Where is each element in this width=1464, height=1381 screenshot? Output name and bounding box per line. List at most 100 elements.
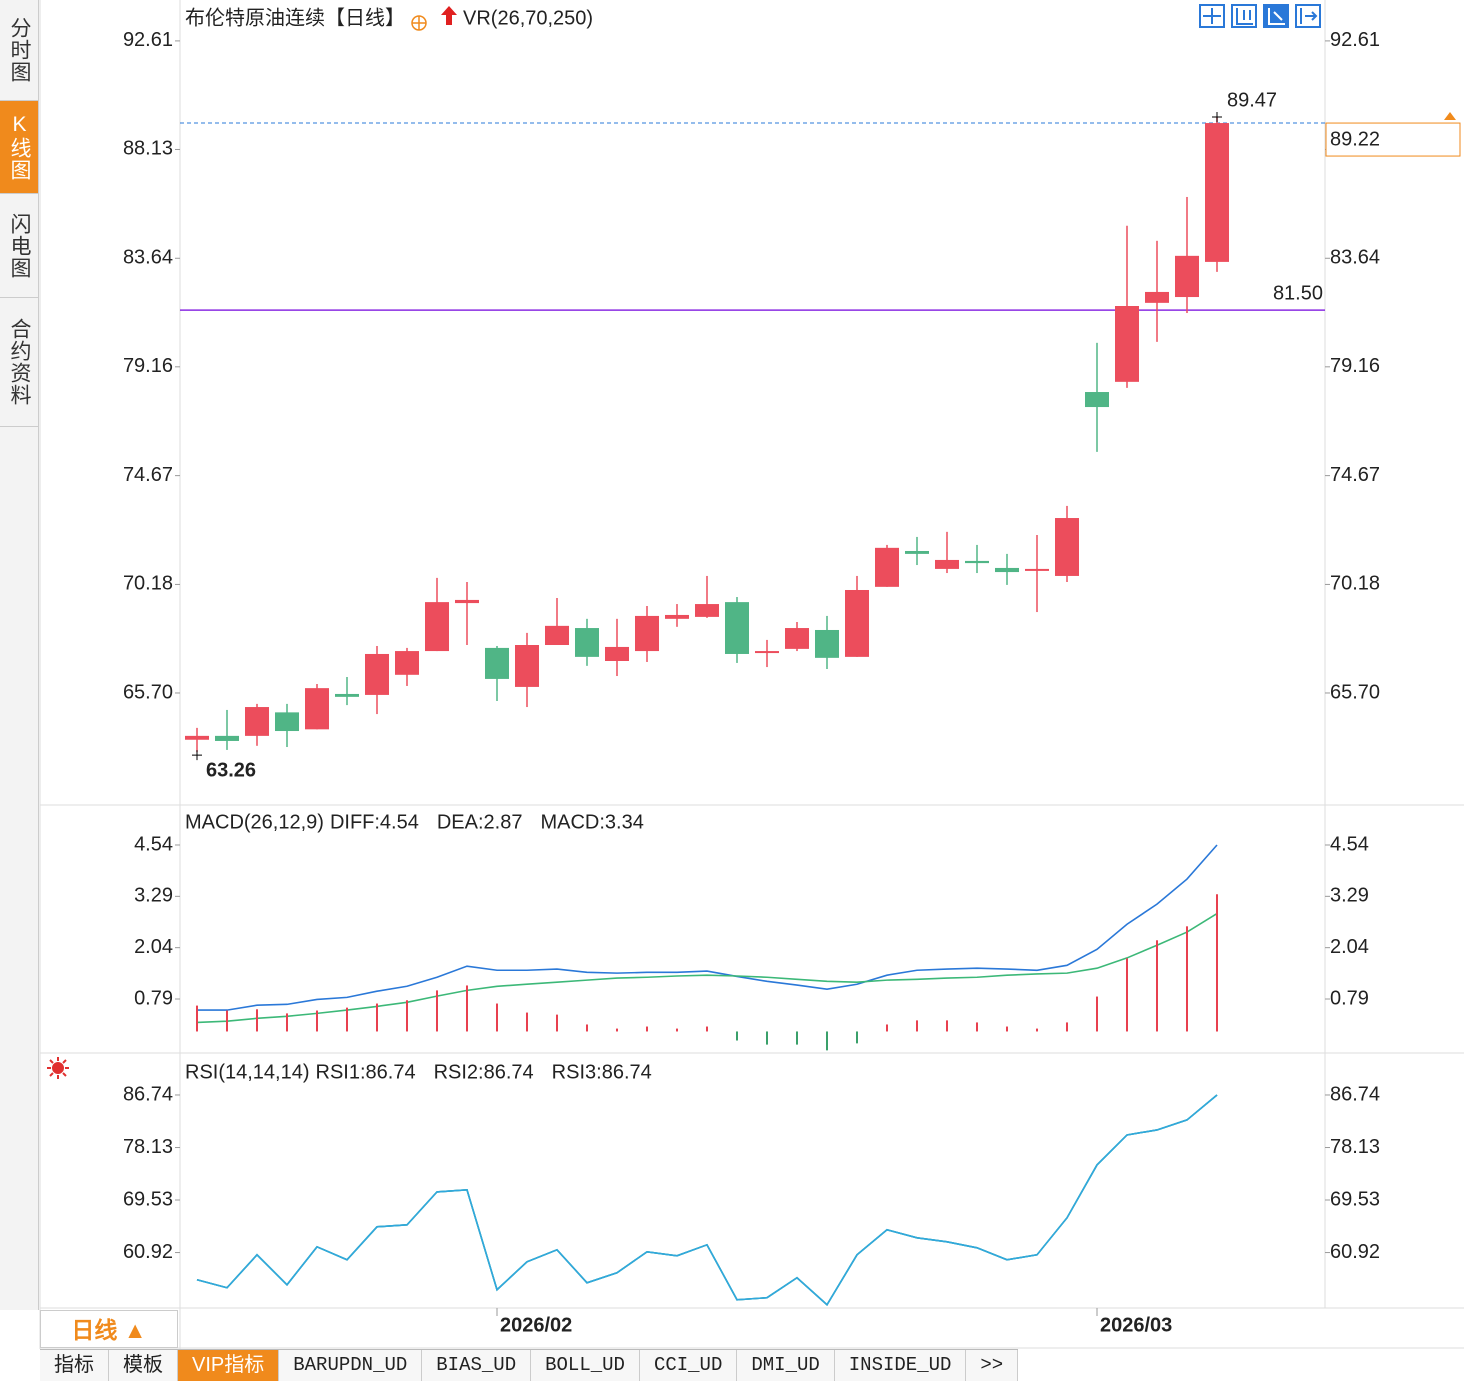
- sidebar-tab[interactable]: 分时图: [0, 0, 38, 101]
- candle-body: [455, 599, 479, 604]
- candle-body: [1205, 123, 1229, 262]
- candle-body: [305, 688, 329, 730]
- candle-body: [635, 615, 659, 652]
- candle-body: [245, 707, 269, 736]
- candle-body: [665, 614, 689, 619]
- sidebar-tab[interactable]: K线图: [0, 101, 38, 194]
- icon: [412, 16, 426, 30]
- candle-body: [395, 651, 419, 675]
- indicator-tab[interactable]: >>: [966, 1350, 1019, 1381]
- candle-body: [995, 567, 1019, 573]
- tool-icon[interactable]: [1199, 4, 1225, 28]
- y-tick-label: 70.18: [123, 573, 173, 595]
- y-tick-label-right: 0.79: [1330, 987, 1369, 1009]
- indicator-tab[interactable]: 模板: [109, 1350, 178, 1381]
- candle-body: [1085, 392, 1109, 408]
- low-marker: [192, 750, 202, 761]
- sidebar-tab[interactable]: 合约资料: [0, 298, 38, 427]
- candle-body: [365, 653, 389, 695]
- candle-body: [215, 735, 239, 741]
- y-tick-label: 60.92: [123, 1241, 173, 1263]
- up-icon: [1444, 112, 1456, 121]
- tool-icon[interactable]: [1295, 4, 1321, 28]
- indicator-tab[interactable]: INSIDE_UD: [834, 1350, 967, 1381]
- candle-body: [695, 604, 719, 617]
- candle-body: [1145, 291, 1169, 303]
- sidebar-tab[interactable]: 闪电图: [0, 194, 38, 298]
- y-tick-label: 88.13: [123, 138, 173, 160]
- reference-label: 81.50: [1273, 282, 1323, 304]
- y-tick-label: 4.54: [134, 833, 173, 855]
- legend-entry: DEA:2.87: [437, 811, 523, 833]
- panel-title: RSI(14,14,14): [185, 1061, 310, 1083]
- y-tick-label-right: 86.74: [1330, 1083, 1380, 1105]
- low-label: 63.26: [206, 759, 256, 781]
- series-line: [196, 1094, 1218, 1306]
- candle-body: [755, 651, 779, 654]
- y-tick-label-right: 65.70: [1330, 681, 1380, 703]
- indicator-tab[interactable]: VIP指标: [178, 1350, 280, 1381]
- candle-body: [965, 560, 989, 564]
- y-tick-label-right: 79.16: [1330, 355, 1380, 377]
- candle-body: [935, 559, 959, 569]
- period-label: 【日线】: [325, 6, 405, 29]
- candle-body: [875, 547, 899, 587]
- candle-body: [1055, 518, 1079, 576]
- candle-body: [605, 646, 629, 661]
- x-tick-label: 2026/03: [1100, 1314, 1172, 1336]
- y-tick-label: 86.74: [123, 1083, 173, 1105]
- candle-body: [1025, 568, 1049, 571]
- candle-body: [275, 712, 299, 732]
- high-label: 89.47: [1227, 89, 1277, 111]
- y-tick-label-right: 60.92: [1330, 1241, 1380, 1263]
- indicator-tab[interactable]: DMI_UD: [737, 1350, 835, 1381]
- indicator-tabs: 指标 模板 VIP指标 BARUPDN_UD BIAS_UD BOLL_UD CCI_UD D…: [40, 1349, 1019, 1381]
- y-tick-label-right: 83.64: [1330, 247, 1380, 269]
- y-tick-label: 92.61: [123, 29, 173, 51]
- series-line: [197, 844, 1218, 1011]
- last-close-box: [1325, 122, 1461, 157]
- high-marker: [1212, 111, 1222, 122]
- y-tick-label-right: 3.29: [1330, 885, 1369, 907]
- candle-body: [785, 628, 809, 649]
- candle-body: [515, 645, 539, 687]
- series-line: [196, 912, 1218, 1024]
- candle-body: [425, 602, 449, 652]
- arrow-icon: [441, 6, 457, 25]
- candle-body: [575, 628, 599, 657]
- y-tick-label-right: 69.53: [1330, 1188, 1380, 1210]
- indicator-tab[interactable]: 指标: [40, 1350, 109, 1381]
- legend-entry: RSI3:86.74: [552, 1061, 652, 1083]
- indicator-tab[interactable]: BARUPDN_UD: [279, 1350, 423, 1381]
- y-tick-label: 69.53: [123, 1188, 173, 1210]
- y-tick-label: 0.79: [134, 987, 173, 1009]
- y-tick-label: 78.13: [123, 1136, 173, 1158]
- panel-title: 布伦特原油连续: [185, 6, 325, 29]
- candle-body: [545, 625, 569, 646]
- legend-entry: RSI2:86.74: [434, 1061, 534, 1083]
- candle-body: [185, 735, 209, 740]
- y-tick-label-right: 2.04: [1330, 936, 1369, 958]
- y-tick-label: 65.70: [123, 681, 173, 703]
- candle-body: [725, 602, 749, 654]
- y-tick-label: 74.67: [123, 464, 173, 486]
- indicator-tab[interactable]: CCI_UD: [639, 1350, 738, 1381]
- toolbar: [1199, 4, 1321, 28]
- series-line: [196, 1094, 1218, 1306]
- y-tick-label-right: 70.18: [1330, 573, 1380, 595]
- y-tick-label-right: 92.61: [1330, 29, 1380, 51]
- candle-body: [485, 647, 509, 679]
- candle-body: [845, 589, 869, 657]
- legend-entry: MACD:3.34: [540, 811, 643, 833]
- y-tick-label-right: 74.67: [1330, 464, 1380, 486]
- y-tick-label: 83.64: [123, 247, 173, 269]
- indicator-tab[interactable]: BOLL_UD: [531, 1350, 640, 1381]
- tool-icon[interactable]: [1231, 4, 1257, 28]
- candle-body: [905, 550, 929, 554]
- x-tick-label: 2026/02: [500, 1314, 572, 1336]
- y-tick-label-right: 4.54: [1330, 833, 1369, 855]
- period-button[interactable]: 日线 ▲: [40, 1310, 178, 1348]
- indicator-tab[interactable]: BIAS_UD: [422, 1350, 532, 1381]
